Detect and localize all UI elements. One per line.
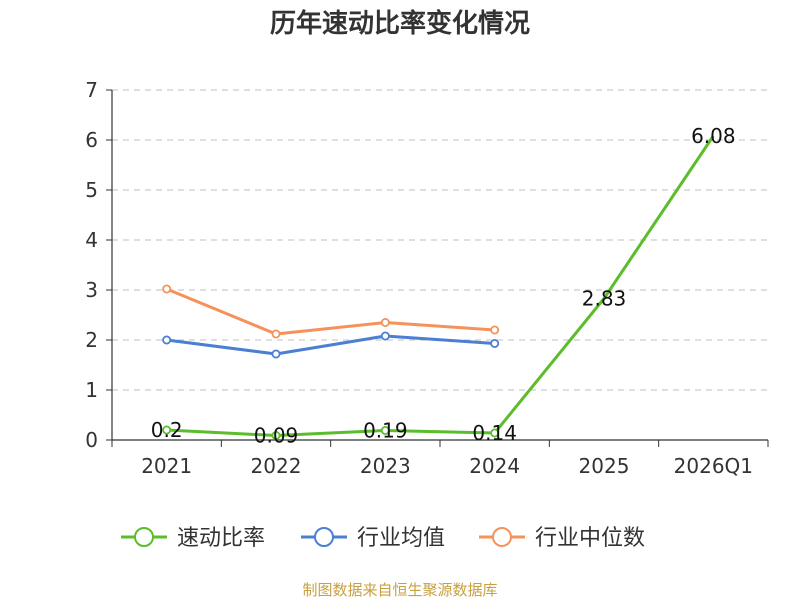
chart-title: 历年速动比率变化情况	[270, 8, 530, 39]
y-tick-label-7: 7	[85, 78, 98, 102]
series-2-point-2	[380, 317, 390, 327]
data-label-1: 0.09	[254, 424, 299, 448]
data-label-5: 6.08	[691, 124, 736, 148]
series-line-1	[166, 334, 495, 356]
legend-marker-2	[492, 527, 512, 547]
legend-marker-1	[314, 527, 334, 547]
y-tick-label-6: 6	[85, 128, 98, 152]
legend: 速动比率 行业均值 行业中位数	[121, 526, 645, 551]
legend-item-2: 行业中位数	[479, 526, 645, 551]
series-0-point-3	[490, 428, 500, 438]
x-tick-label-5: 2026Q1	[674, 454, 753, 478]
series-0-point-0	[162, 425, 172, 435]
y-tick-label-2: 2	[85, 328, 98, 352]
x-tick-label-1: 2022	[251, 454, 302, 478]
series-1-point-2	[380, 331, 390, 341]
y-tick-label-0: 0	[85, 428, 98, 452]
series-1-point-3	[490, 338, 500, 348]
x-tick-label-4: 2025	[579, 454, 630, 478]
x-tick-label-3: 2024	[469, 454, 520, 478]
legend-label-1: 行业均值	[357, 526, 445, 551]
series-line-0	[166, 135, 715, 437]
data-label-3: 0.14	[472, 421, 517, 445]
legend-marker-0	[134, 527, 154, 547]
source-note: 制图数据来自恒生聚源数据库	[302, 581, 497, 599]
y-tick-label-5: 5	[85, 178, 98, 202]
series-1-point-0	[162, 335, 172, 345]
y-tick-label-3: 3	[85, 278, 98, 302]
series-2-point-0	[162, 284, 172, 294]
y-tick-label-4: 4	[85, 228, 98, 252]
axes: 0 1 2 3 4 5 6 7 2021 2022 2023 2024 2025 2026Q1	[85, 78, 769, 478]
legend-label-0: 速动比率	[177, 526, 265, 551]
data-label-2: 0.19	[363, 419, 408, 443]
data-labels: 0.2 0.09 0.19 0.14 2.83 6.08	[151, 124, 736, 448]
data-label-4: 2.83	[582, 287, 627, 311]
legend-label-2: 行业中位数	[535, 526, 645, 551]
series-1-point-1	[271, 349, 281, 359]
legend-item-0: 速动比率	[121, 526, 265, 551]
legend-item-1: 行业均值	[301, 526, 445, 551]
series-2-point-3	[490, 325, 500, 335]
data-label-0: 0.2	[151, 418, 183, 442]
series-line-2	[166, 287, 495, 336]
series-group	[162, 135, 715, 440]
x-tick-label-0: 2021	[141, 454, 192, 478]
series-0-point-1	[271, 430, 281, 440]
series-0-point-2	[380, 425, 390, 435]
series-2-point-1	[271, 329, 281, 339]
x-tick-label-2: 2023	[360, 454, 411, 478]
y-tick-label-1: 1	[85, 378, 98, 402]
